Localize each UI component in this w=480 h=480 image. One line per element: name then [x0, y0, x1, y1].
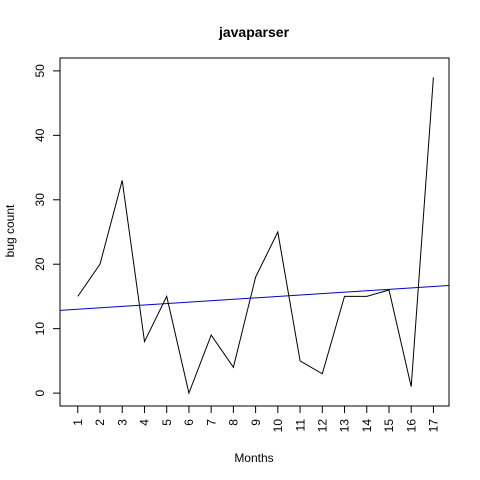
x-tick-label: 17 — [427, 419, 441, 433]
x-tick-label: 7 — [204, 419, 218, 426]
x-tick-label: 10 — [271, 419, 285, 433]
y-axis: 0 10 20 30 40 50 — [33, 64, 60, 396]
y-tick-label: 50 — [33, 64, 47, 78]
y-tick-label: 10 — [33, 322, 47, 336]
x-tick-label: 13 — [338, 419, 352, 433]
x-tick-label: 14 — [360, 419, 374, 433]
x-tick-label: 15 — [382, 419, 396, 433]
y-tick-label: 0 — [33, 389, 47, 396]
x-tick-label: 16 — [404, 419, 418, 433]
y-tick-label: 20 — [33, 257, 47, 271]
x-axis: 1 2 3 4 5 6 7 8 9 10 11 12 13 14 15 16 17 — [71, 406, 441, 432]
x-tick-label: 11 — [293, 419, 307, 432]
x-tick-label: 9 — [249, 419, 263, 426]
x-tick-label: 4 — [138, 419, 152, 426]
trend-line — [59, 285, 450, 311]
y-tick-label: 30 — [33, 193, 47, 207]
x-tick-label: 6 — [182, 419, 196, 426]
x-tick-label: 2 — [93, 419, 107, 426]
x-tick-label: 1 — [71, 419, 85, 426]
x-tick-label: 3 — [115, 419, 129, 426]
x-tick-label: 8 — [227, 419, 241, 426]
x-tick-label: 5 — [160, 419, 174, 426]
y-tick-label: 40 — [33, 128, 47, 142]
chart-title: javaparser — [218, 24, 290, 40]
plot-frame — [59, 57, 450, 407]
x-tick-label: 12 — [315, 419, 329, 433]
bug-count-line — [77, 77, 434, 395]
bug-count-series — [77, 77, 434, 395]
trend-line-group — [59, 285, 450, 311]
x-axis-label: Months — [234, 451, 273, 465]
y-axis-label: bug count — [3, 204, 17, 257]
